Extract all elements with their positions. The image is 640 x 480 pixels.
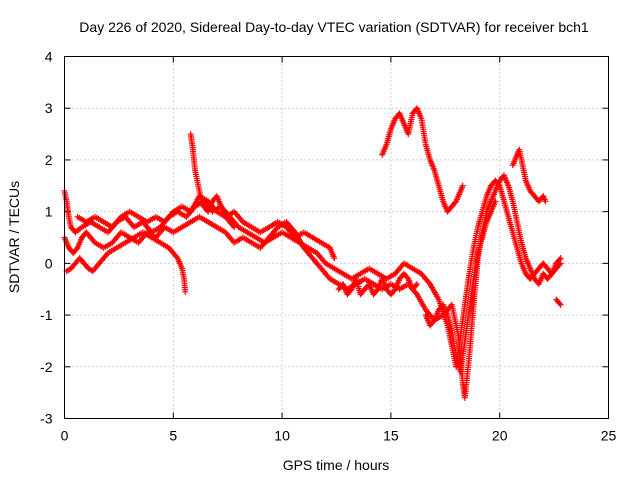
y-tick-label: 4 <box>45 49 53 65</box>
data-point <box>556 256 563 263</box>
y-tick-label: -2 <box>40 359 53 375</box>
data-point <box>230 222 237 229</box>
axis-ticks <box>64 56 609 419</box>
data-point <box>173 253 180 260</box>
y-tick-label: 3 <box>45 100 53 116</box>
data-point <box>492 198 499 205</box>
data-point <box>452 199 459 206</box>
x-tick-label: 20 <box>492 428 508 444</box>
data-point <box>73 246 80 253</box>
data-point <box>412 282 419 289</box>
data-point <box>414 281 421 288</box>
y-tick-label: 0 <box>45 255 53 271</box>
plot-frame <box>64 56 609 419</box>
y-tick-label: -1 <box>40 307 53 323</box>
data-point <box>557 301 564 308</box>
data-point <box>231 224 238 231</box>
data-point <box>373 287 380 294</box>
x-axis-label: GPS time / hours <box>283 457 390 473</box>
x-tick-label: 0 <box>61 428 69 444</box>
y-axis-label: SDTVAR / TECUs <box>6 181 22 293</box>
y-tick-label: -3 <box>40 411 53 427</box>
data-point <box>459 182 466 189</box>
data-point <box>391 287 398 294</box>
y-tick-label: 2 <box>45 152 53 168</box>
x-tick-label: 15 <box>383 428 399 444</box>
data-points <box>61 105 564 401</box>
data-point <box>182 288 189 295</box>
grid-lines <box>64 56 609 419</box>
x-tick-label: 25 <box>601 428 617 444</box>
data-point <box>542 198 549 205</box>
data-point <box>430 318 437 325</box>
tick-labels: 0 5 10 15 20 25 -3 -2 -1 0 1 2 3 4 <box>40 49 616 444</box>
x-tick-label: 10 <box>274 428 290 444</box>
data-point <box>404 274 411 281</box>
data-point <box>557 255 564 262</box>
y-tick-label: 1 <box>45 204 53 220</box>
data-point <box>331 255 338 262</box>
data-point <box>547 271 554 278</box>
x-tick-label: 5 <box>169 428 177 444</box>
chart-title: Day 226 of 2020, Sidereal Day-to-day VTE… <box>79 19 589 35</box>
data-point <box>556 300 563 307</box>
data-point <box>347 287 354 294</box>
